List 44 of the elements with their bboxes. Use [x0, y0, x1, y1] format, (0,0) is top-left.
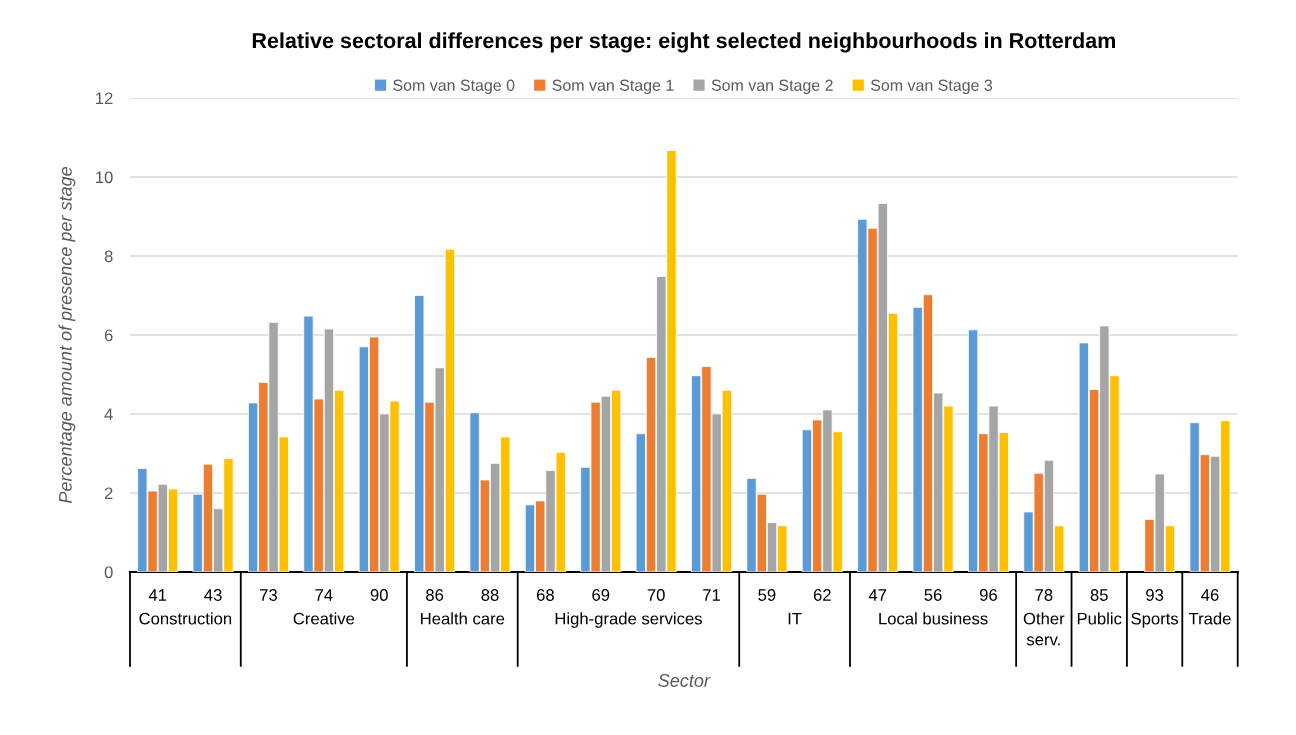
y-tick-label: 2	[104, 487, 113, 500]
x-tick-label: 46	[1201, 589, 1219, 601]
y-axis-title: Percentage amount of presence per stage	[58, 167, 76, 504]
x-tick-label: 59	[758, 589, 776, 601]
x-tick-label: 74	[315, 589, 333, 601]
x-tick-label: 56	[924, 589, 942, 601]
x-tick-label: 96	[979, 589, 997, 601]
legend-label: Som van Stage 3	[870, 79, 993, 95]
x-tick-label: 90	[370, 589, 388, 601]
x-tick-label: 68	[536, 589, 554, 601]
x-tick-label: 73	[260, 589, 277, 601]
y-tick-label: 8	[104, 250, 113, 263]
legend-label: Som van Stage 2	[711, 79, 833, 95]
text: Local business	[879, 612, 988, 625]
x-tick-label: 86	[426, 589, 444, 601]
x-tick-label: 71	[703, 589, 720, 601]
text: Other serv.	[1023, 612, 1065, 646]
text: High-grade services	[555, 612, 702, 628]
x-tick-label: 62	[813, 589, 831, 601]
text: Creative	[293, 612, 355, 625]
text: Public	[1077, 612, 1122, 625]
text: Sports	[1131, 612, 1179, 628]
x-axis-title: Sector	[658, 674, 711, 687]
y-tick-label: 12	[96, 92, 113, 105]
chart-title: Relative sectoral differences per stage: eight selected neighbourhoods in Rotterdam	[252, 32, 1115, 53]
y-tick-label: 6	[104, 329, 113, 342]
x-tick-label: 85	[1090, 589, 1108, 601]
x-tick-label: 41	[148, 589, 167, 601]
x-tick-label: 47	[868, 589, 887, 601]
text: Construction	[139, 612, 232, 625]
x-tick-label: 70	[647, 589, 665, 601]
x-tick-label: 69	[592, 589, 610, 601]
y-tick-label: 10	[96, 171, 113, 184]
y-tick-label: 0	[104, 566, 113, 579]
text: Trade	[1188, 612, 1231, 625]
legend-label: Som van Stage 1	[552, 79, 674, 95]
x-tick-label: 43	[204, 589, 222, 601]
x-tick-label: 88	[481, 589, 499, 601]
x-tick-label: 78	[1035, 589, 1053, 601]
text: Health care	[421, 612, 505, 625]
y-tick-label: 4	[104, 408, 113, 421]
text: IT	[788, 612, 802, 625]
legend-label: Som van Stage 0	[393, 79, 515, 95]
x-tick-label: 93	[1146, 589, 1164, 601]
